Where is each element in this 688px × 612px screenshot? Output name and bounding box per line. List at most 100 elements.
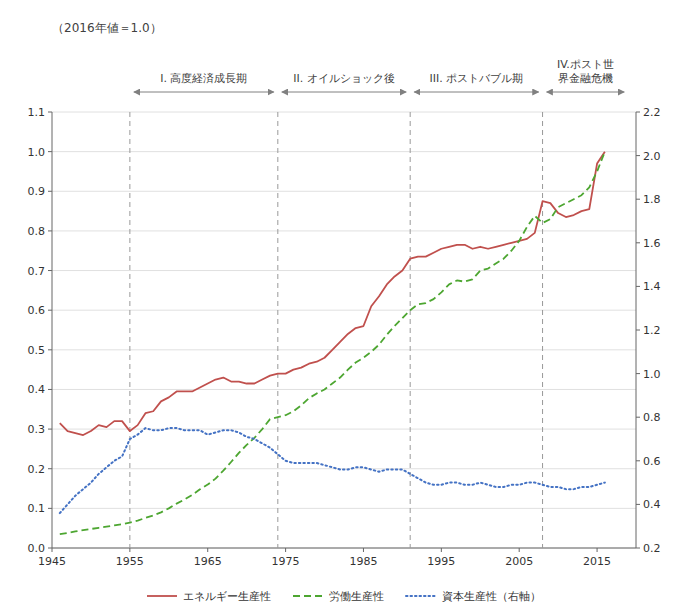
x-tick-label: 2005 <box>505 555 533 568</box>
period-arrow <box>134 92 274 93</box>
grid-line <box>52 310 636 311</box>
series-line <box>60 152 605 435</box>
period-label: III. ポストバブル期 <box>430 72 524 85</box>
y2-tick-label: 1.6 <box>643 237 661 250</box>
y-tick <box>48 548 52 549</box>
grid-line <box>52 191 636 192</box>
y-tick <box>48 191 52 192</box>
period-arrow <box>414 92 538 93</box>
y2-tick-label: 0.2 <box>643 542 661 555</box>
title: （2016年値＝1.0） <box>52 21 162 35</box>
axes: 0.0 0.1 0.2 0.3 0.4 0.5 0.6 0.7 0.8 0.9 1.0 1.1 0.2 0… <box>28 106 661 568</box>
y2-tick <box>636 199 640 200</box>
period-label-line: IV.ポスト世 <box>557 58 614 71</box>
y2-axis-line <box>636 112 637 548</box>
y-tick-label: 1.1 <box>28 106 46 119</box>
y-tick-label: 0.0 <box>28 542 46 555</box>
legend-item: 資本生産性（右軸） <box>406 590 541 603</box>
y2-tick-label: 2.0 <box>643 150 661 163</box>
y2-tick <box>636 460 640 461</box>
legend-label: 労働生産性 <box>329 590 384 603</box>
grid-line <box>52 389 636 390</box>
y2-tick <box>636 548 640 549</box>
x-axis-line <box>52 548 636 549</box>
legend-item: エネルギー生産性 <box>147 590 271 603</box>
grid-line <box>52 349 636 350</box>
period-boundary <box>542 112 543 548</box>
y-tick <box>48 310 52 311</box>
y2-tick-label: 0.6 <box>643 455 661 468</box>
x-tick <box>52 548 53 552</box>
y2-tick <box>636 417 640 418</box>
period-label-line: 界金融危機 <box>558 72 613 85</box>
y-tick-label: 0.1 <box>28 502 46 515</box>
x-tick <box>519 548 520 552</box>
y-axis-line <box>52 112 53 548</box>
y2-tick <box>636 504 640 505</box>
x-tick-label: 1985 <box>349 555 377 568</box>
period-arrow <box>282 92 406 93</box>
period-annotations: I. 高度経済成長期 II. オイルショック後 III. ポストバブル期 IV.ポスト… <box>134 58 624 92</box>
y-tick <box>48 151 52 152</box>
y2-tick-label: 0.4 <box>643 498 661 511</box>
y-tick <box>48 230 52 231</box>
grid-line <box>52 151 636 152</box>
period-boundary <box>277 112 278 548</box>
series-line <box>60 428 605 513</box>
y2-tick-label: 1.0 <box>643 368 661 381</box>
x-tick-label: 1945 <box>38 555 66 568</box>
y2-tick-label: 1.2 <box>643 324 661 337</box>
y-tick <box>48 429 52 430</box>
y-tick <box>48 468 52 469</box>
y-tick <box>48 270 52 271</box>
legend-label: 資本生産性（右軸） <box>442 590 541 603</box>
grid-line <box>52 508 636 509</box>
y2-tick <box>636 286 640 287</box>
grid-line <box>52 112 636 113</box>
y2-tick-label: 1.4 <box>643 280 661 293</box>
y-tick <box>48 349 52 350</box>
x-tick <box>441 548 442 552</box>
x-tick-label: 1955 <box>116 555 144 568</box>
x-tick <box>207 548 208 552</box>
y-tick <box>48 389 52 390</box>
y-tick-label: 0.2 <box>28 463 46 476</box>
grid-line <box>52 230 636 231</box>
x-tick-label: 1975 <box>272 555 300 568</box>
period-label: I. 高度経済成長期 <box>160 72 247 85</box>
x-tick-label: 1995 <box>427 555 455 568</box>
y-tick-label: 1.0 <box>28 146 46 159</box>
plot-area <box>60 112 605 548</box>
grid-line <box>52 548 636 549</box>
y-tick <box>48 508 52 509</box>
y-tick-label: 0.7 <box>28 265 46 278</box>
x-tick <box>129 548 130 552</box>
period-boundary <box>129 112 130 548</box>
period-label: II. オイルショック後 <box>293 72 394 85</box>
series-line <box>60 152 605 534</box>
legend-swatch <box>293 595 323 597</box>
x-tick <box>285 548 286 552</box>
period-label-line: I. 高度経済成長期 <box>160 72 247 85</box>
y2-tick-label: 0.8 <box>643 411 661 424</box>
grid <box>52 112 636 548</box>
legend-swatch <box>406 595 436 597</box>
grid-line <box>52 270 636 271</box>
x-tick <box>363 548 364 552</box>
y-tick-label: 0.4 <box>28 383 46 396</box>
y2-tick-label: 1.8 <box>643 193 661 206</box>
y2-tick <box>636 242 640 243</box>
y-tick-label: 0.9 <box>28 185 46 198</box>
x-tick-label: 2015 <box>583 555 611 568</box>
legend-swatch <box>147 595 177 597</box>
y-tick-label: 0.5 <box>28 344 46 357</box>
y-tick-label: 0.3 <box>28 423 46 436</box>
y-tick-label: 0.6 <box>28 304 46 317</box>
grid-line <box>52 429 636 430</box>
y2-tick <box>636 112 640 113</box>
y2-tick-label: 2.2 <box>643 106 661 119</box>
y2-tick <box>636 330 640 331</box>
legend-label: エネルギー生産性 <box>183 590 271 603</box>
y2-tick <box>636 373 640 374</box>
chart: 0.0 0.1 0.2 0.3 0.4 0.5 0.6 0.7 0.8 0.9 1.0 1.1 0.2 0… <box>0 0 688 612</box>
